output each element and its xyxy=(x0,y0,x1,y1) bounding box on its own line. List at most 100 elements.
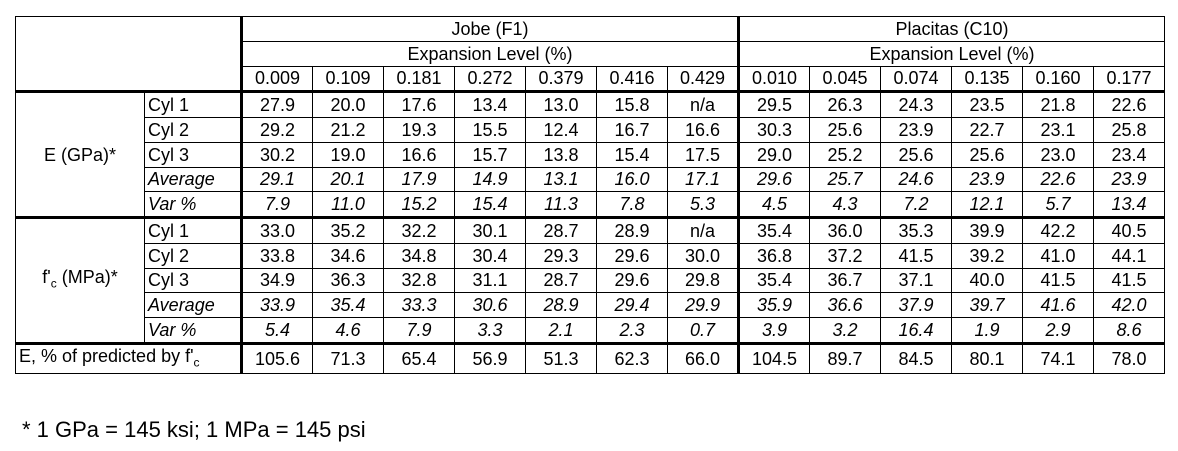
section-label: f'c (MPa)* xyxy=(15,216,145,344)
data-cell: 56.9 xyxy=(454,341,526,375)
data-cell: 12.4 xyxy=(525,117,597,143)
data-cell: 66.0 xyxy=(667,341,740,375)
data-cell: 30.1 xyxy=(454,216,526,244)
data-cell: 25.6 xyxy=(951,141,1023,168)
data-cell: 62.3 xyxy=(596,341,668,375)
expansion-level-value: 0.109 xyxy=(312,65,384,93)
data-cell: 25.8 xyxy=(1093,117,1165,143)
data-cell: 3.3 xyxy=(454,317,526,344)
data-cell: 23.9 xyxy=(1093,166,1165,193)
data-cell: 33.9 xyxy=(241,292,313,318)
expansion-level-value: 0.379 xyxy=(525,65,597,93)
data-cell: 4.5 xyxy=(738,191,810,218)
data-cell: 30.0 xyxy=(667,242,740,269)
data-cell: 5.3 xyxy=(667,191,740,218)
data-cell: 40.0 xyxy=(951,267,1023,294)
data-cell: 29.9 xyxy=(667,292,740,318)
data-cell: 37.1 xyxy=(880,267,952,294)
data-cell: 15.4 xyxy=(596,141,668,168)
expansion-level-value: 0.416 xyxy=(596,65,668,93)
data-cell: 22.7 xyxy=(951,117,1023,143)
data-cell: 35.3 xyxy=(880,216,952,244)
expansion-level-value: 0.009 xyxy=(241,65,313,93)
data-cell: 34.8 xyxy=(383,242,455,269)
data-cell: 4.3 xyxy=(809,191,881,218)
data-cell: 35.9 xyxy=(738,292,810,318)
data-cell: 11.0 xyxy=(312,191,384,218)
data-cell: 4.6 xyxy=(312,317,384,344)
data-cell: 28.9 xyxy=(525,292,597,318)
data-cell: 28.9 xyxy=(596,216,668,244)
data-cell: 7.8 xyxy=(596,191,668,218)
data-cell: 15.8 xyxy=(596,90,668,118)
data-cell: 7.9 xyxy=(383,317,455,344)
data-cell: 17.1 xyxy=(667,166,740,193)
data-cell: 13.4 xyxy=(1093,191,1165,218)
data-cell: 12.1 xyxy=(951,191,1023,218)
data-cell: 35.4 xyxy=(312,292,384,318)
data-cell: 15.2 xyxy=(383,191,455,218)
expansion-level-value: 0.160 xyxy=(1022,65,1094,93)
data-cell: 51.3 xyxy=(525,341,597,375)
table-row-predicted: E, % of predicted by f'c 105.6 71.3 65.4 56.… xyxy=(15,341,1165,375)
table-row: Cyl 3 34.9 36.3 32.8 31.1 28.7 29.6 29.8 35.4 36.… xyxy=(16,267,1165,294)
row-label: Average xyxy=(144,166,243,193)
data-cell: 1.9 xyxy=(951,317,1023,344)
data-cell: 25.2 xyxy=(809,141,881,168)
expansion-level-value: 0.177 xyxy=(1093,65,1165,93)
data-cell: 15.4 xyxy=(454,191,526,218)
data-cell: 3.2 xyxy=(809,317,881,344)
data-cell: n/a xyxy=(667,216,740,244)
table-row: Average 29.1 20.1 17.9 14.9 13.1 16.0 17.1 29.6 2… xyxy=(16,166,1165,193)
expansion-level-value: 0.135 xyxy=(951,65,1023,93)
data-cell: 89.7 xyxy=(809,341,881,375)
data-cell: 3.9 xyxy=(738,317,810,344)
data-cell: 29.3 xyxy=(525,242,597,269)
data-cell: 35.2 xyxy=(312,216,384,244)
expansion-level-value: 0.074 xyxy=(880,65,952,93)
results-table: Jobe (F1) Placitas (C10) Expansion Level (… xyxy=(15,15,1165,375)
data-cell: 39.9 xyxy=(951,216,1023,244)
table-row: Var % 7.9 11.0 15.2 15.4 11.3 7.8 5.3 4.5 4.3 7.2 1… xyxy=(16,191,1165,218)
data-cell: 41.0 xyxy=(1022,242,1094,269)
data-cell: 29.6 xyxy=(738,166,810,193)
data-cell: 30.2 xyxy=(241,141,313,168)
data-cell: 16.6 xyxy=(383,141,455,168)
data-cell: 17.6 xyxy=(383,90,455,118)
corner-cell xyxy=(15,15,243,93)
table-row: E (GPa)* Cyl 1 27.9 20.0 17.6 13.4 13.0 15.8 n/a… xyxy=(15,90,1165,218)
data-cell: 13.4 xyxy=(454,90,526,118)
data-cell: 37.2 xyxy=(809,242,881,269)
data-cell: 44.1 xyxy=(1093,242,1165,269)
data-cell: 80.1 xyxy=(951,341,1023,375)
data-cell: 33.8 xyxy=(241,242,313,269)
data-cell: 36.7 xyxy=(809,267,881,294)
data-cell: 28.7 xyxy=(525,216,597,244)
section-label: E (GPa)* xyxy=(15,90,145,218)
data-cell: 29.2 xyxy=(241,117,313,143)
row-label: Cyl 3 xyxy=(144,141,243,168)
data-cell: 29.5 xyxy=(738,90,810,118)
data-cell: 5.4 xyxy=(241,317,313,344)
data-cell: 105.6 xyxy=(241,341,313,375)
data-cell: 35.4 xyxy=(738,216,810,244)
data-cell: 74.1 xyxy=(1022,341,1094,375)
data-cell: 40.5 xyxy=(1093,216,1165,244)
data-cell: 23.0 xyxy=(1022,141,1094,168)
data-cell: 26.3 xyxy=(809,90,881,118)
data-cell: 5.7 xyxy=(1022,191,1094,218)
data-cell: 16.4 xyxy=(880,317,952,344)
row-label: Var % xyxy=(144,191,243,218)
data-cell: 14.9 xyxy=(454,166,526,193)
data-cell: 21.8 xyxy=(1022,90,1094,118)
data-cell: 31.1 xyxy=(454,267,526,294)
data-cell: 29.6 xyxy=(596,267,668,294)
data-cell: 23.1 xyxy=(1022,117,1094,143)
section-label-subscript: c xyxy=(50,276,57,291)
expansion-level-value: 0.010 xyxy=(738,65,810,93)
data-cell: 8.6 xyxy=(1093,317,1165,344)
data-cell: 2.3 xyxy=(596,317,668,344)
table-row: Cyl 2 29.2 21.2 19.3 15.5 12.4 16.7 16.6 30.3 25.… xyxy=(16,117,1165,143)
data-cell: 32.2 xyxy=(383,216,455,244)
data-cell: 34.6 xyxy=(312,242,384,269)
